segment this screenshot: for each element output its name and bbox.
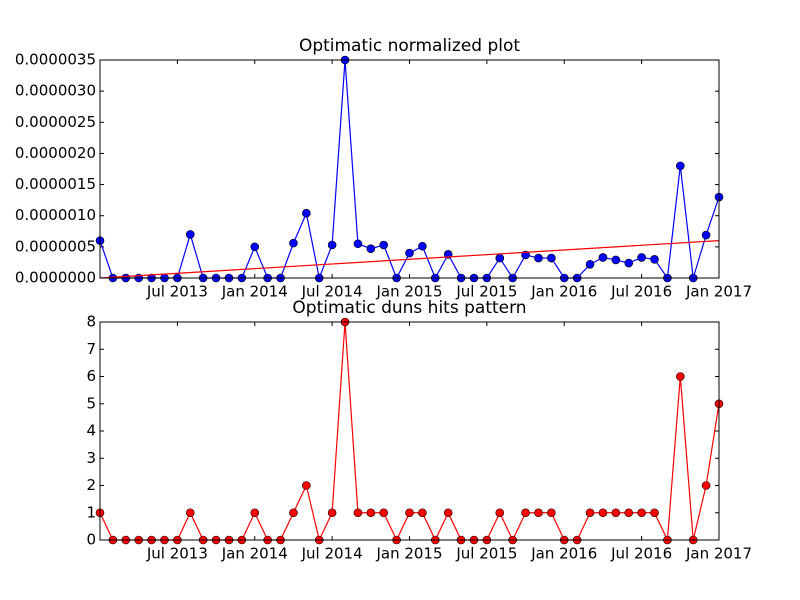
- point: [585, 259, 595, 269]
- point: [327, 508, 337, 518]
- y-tick-label: 4: [86, 422, 96, 440]
- point: [611, 255, 621, 265]
- point: [650, 255, 659, 264]
- x-tick-label: Jul 2013: [146, 545, 208, 563]
- point: [418, 241, 427, 251]
- x-tick-label: Jan 2016: [530, 283, 597, 301]
- x-tick-label: Jan 2015: [375, 283, 442, 301]
- point: [379, 508, 389, 518]
- x-tick-label: Jul 2016: [610, 545, 672, 563]
- point: [443, 508, 453, 518]
- x-tick-label: Jan 2017: [685, 283, 752, 301]
- point: [250, 242, 260, 252]
- point: [185, 230, 195, 239]
- point: [521, 508, 530, 518]
- point: [405, 508, 414, 518]
- y-tick-label: 0.0000010: [15, 206, 96, 224]
- point: [289, 238, 298, 248]
- point: [185, 508, 195, 518]
- point: [302, 481, 311, 490]
- point: [547, 253, 556, 263]
- chart-title: Optimatic duns hits pattern: [292, 298, 526, 318]
- y-tick-label: 0.0000020: [15, 144, 96, 162]
- series-line: [99, 321, 720, 543]
- point: [418, 508, 427, 518]
- point: [353, 239, 363, 249]
- point: [624, 258, 634, 268]
- y-tick-label: 0.0000005: [15, 237, 96, 255]
- point: [289, 508, 298, 518]
- y-tick-label: 0.0000025: [15, 113, 96, 131]
- point: [624, 508, 634, 518]
- x-tick-label: Jan 2015: [375, 545, 442, 563]
- point: [637, 508, 646, 518]
- x-tick-label: Jan 2017: [685, 545, 752, 563]
- point: [598, 508, 608, 518]
- x-tick-label: Jul 2015: [455, 545, 517, 563]
- point: [585, 508, 595, 518]
- point: [495, 508, 505, 518]
- point: [598, 253, 608, 262]
- trend-line: [99, 240, 720, 279]
- x-tick-label: Jul 2015: [455, 283, 517, 301]
- x-tick-label: Jan 2016: [530, 545, 597, 563]
- series-line: [99, 59, 720, 281]
- y-tick-label: 0: [86, 531, 96, 549]
- y-tick-label: 6: [86, 367, 96, 385]
- point: [534, 508, 543, 518]
- x-tick-label: Jan 2014: [221, 545, 288, 563]
- point: [611, 508, 621, 518]
- point: [327, 240, 337, 250]
- x-tick-label: Jul 2014: [301, 545, 363, 563]
- y-tick-label: 2: [86, 476, 96, 494]
- axes-frame: [99, 59, 720, 279]
- axes-frame: [99, 321, 720, 541]
- y-tick-label: 0.0000035: [15, 51, 96, 69]
- x-tick-label: Jul 2016: [610, 283, 672, 301]
- point: [250, 508, 260, 518]
- point: [353, 508, 363, 518]
- point: [405, 248, 414, 258]
- point: [302, 208, 311, 218]
- chart-title: Optimatic normalized plot: [299, 36, 520, 56]
- point: [701, 230, 711, 240]
- x-tick-label: Jan 2014: [221, 283, 288, 301]
- y-tick-label: 0.0000030: [15, 82, 96, 100]
- point: [637, 253, 646, 262]
- y-tick-label: 0.0000015: [15, 175, 96, 193]
- y-tick-label: 5: [86, 394, 96, 412]
- point: [547, 508, 556, 518]
- y-tick-label: 3: [86, 449, 96, 467]
- y-tick-label: 1: [86, 503, 96, 521]
- point: [676, 372, 685, 381]
- point: [366, 508, 376, 518]
- point: [534, 253, 543, 263]
- point: [495, 253, 505, 263]
- x-tick-label: Jul 2013: [146, 283, 208, 301]
- point: [676, 161, 685, 171]
- y-tick-label: 8: [86, 313, 96, 331]
- x-tick-label: Jul 2014: [301, 283, 363, 301]
- point: [701, 481, 711, 490]
- point: [366, 244, 376, 254]
- point: [379, 240, 389, 250]
- point: [650, 508, 659, 518]
- y-tick-label: 7: [86, 340, 96, 358]
- y-tick-label: 0.0000000: [15, 269, 96, 287]
